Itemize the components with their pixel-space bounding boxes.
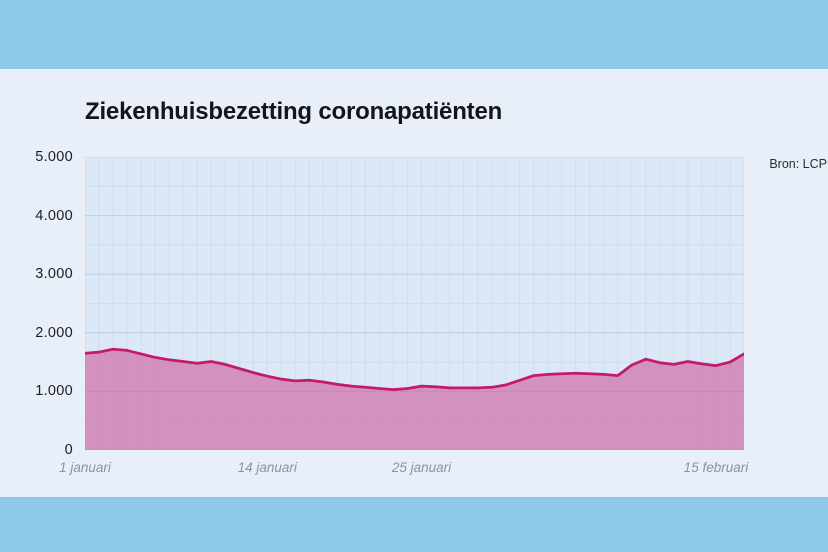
area-series	[85, 349, 744, 450]
chart-svg	[85, 157, 744, 450]
y-axis-label: 3.000	[35, 266, 73, 283]
bottom-band	[0, 497, 828, 552]
x-axis-label: 15 februari	[683, 460, 749, 475]
x-axis-label: 1 januari	[59, 460, 111, 475]
y-axis-label: 4.000	[35, 207, 73, 224]
x-axis-label: 25 januari	[391, 460, 452, 475]
chart-title: Ziekenhuisbezetting coronapatiënten	[85, 98, 503, 125]
y-axis-label: 5.000	[35, 149, 73, 165]
x-axis: 1 januari 14 januari 25 januari 15 februari	[59, 460, 748, 484]
y-axis-label: 1.000	[35, 383, 73, 400]
y-axis-label: 0	[64, 442, 73, 458]
line-series	[85, 347, 744, 391]
source-label: Bron: LCP	[769, 157, 827, 171]
top-band	[0, 0, 828, 69]
y-axis: 0 1.000 2.000 3.000 4.000 5.000	[0, 149, 73, 458]
y-axis-label: 2.000	[35, 324, 73, 341]
chart-plot-area	[85, 157, 744, 450]
x-axis-label: 14 januari	[237, 460, 297, 475]
